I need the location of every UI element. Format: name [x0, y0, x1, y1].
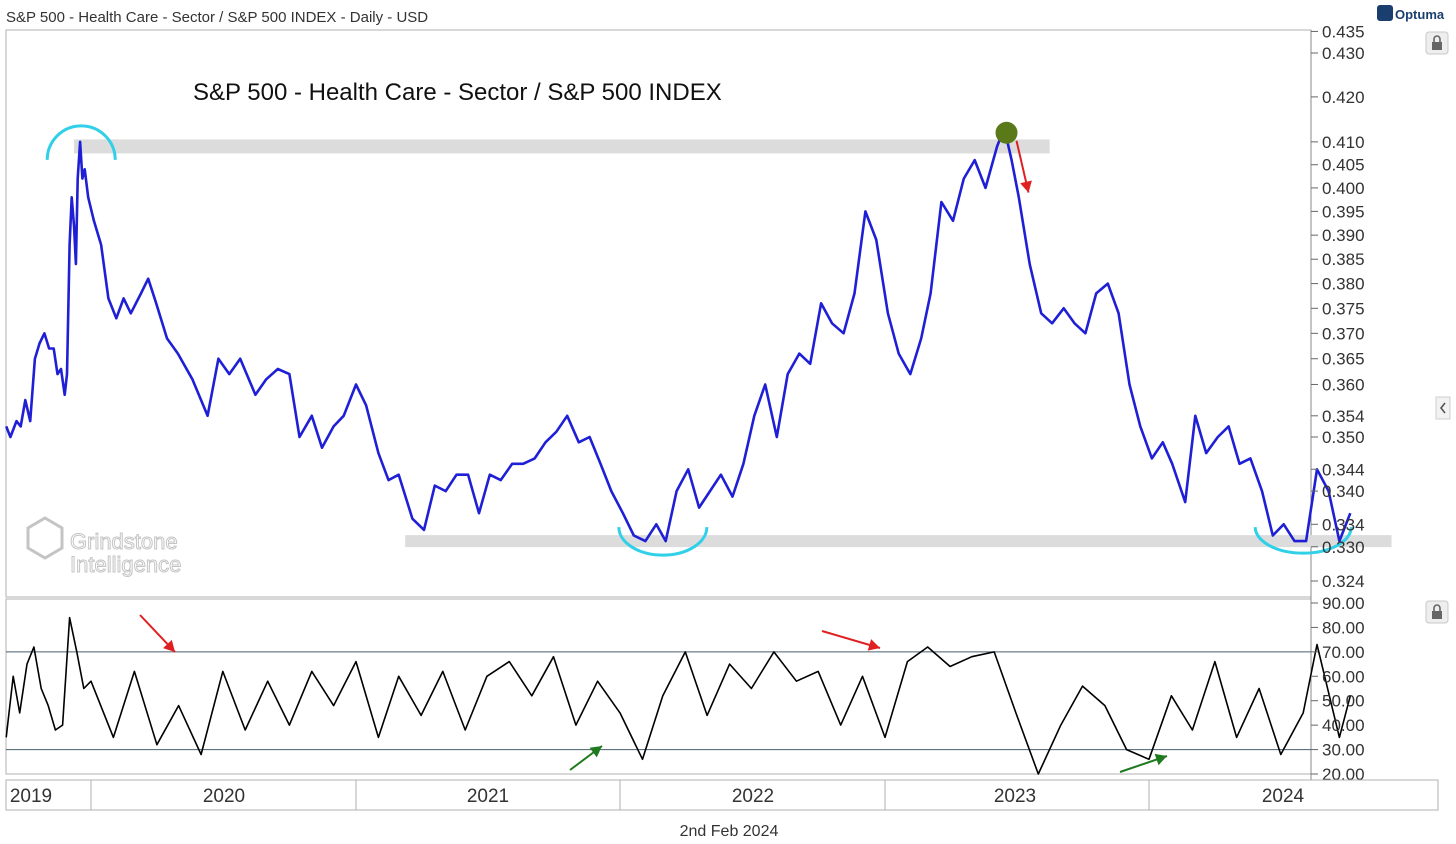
x-tick-label: 2022 — [732, 786, 774, 807]
x-tick-label: 2020 — [203, 786, 245, 807]
down-arrow-icon — [1015, 140, 1032, 193]
x-tick-label: 2021 — [467, 786, 509, 807]
lock-icon[interactable] — [1425, 600, 1449, 624]
y-tick-label: 0.360 — [1322, 375, 1365, 394]
optuma-logo: Optuma — [1377, 5, 1445, 22]
y-tick-label: 0.350 — [1322, 428, 1365, 447]
down-arrow-icon — [139, 614, 176, 653]
up-arrow-icon — [1119, 753, 1168, 773]
support-band — [405, 535, 1392, 548]
y-tick-label: 0.334 — [1322, 515, 1365, 534]
watermark-line1: Grindstone — [70, 529, 178, 554]
price-panel — [4, 121, 1392, 557]
y-tick-label: 60.00 — [1322, 667, 1365, 686]
rsi-panel — [5, 614, 1352, 775]
y-tick-label: 0.430 — [1322, 44, 1365, 63]
down-arrow-icon — [821, 630, 881, 651]
optuma-brand: Optuma — [1395, 7, 1445, 22]
y-tick-label: 0.330 — [1322, 538, 1365, 557]
watermark-line2: Intelligence — [70, 552, 181, 577]
y-tick-label: 0.354 — [1322, 407, 1365, 426]
y-tick-label: 20.00 — [1322, 765, 1365, 784]
y-tick-label: 0.390 — [1322, 226, 1365, 245]
y-axis: 0.435 0.430 0.420 0.410 0.405 0.400 0.395 0.390… — [1311, 22, 1365, 784]
watermark-logo-icon — [26, 516, 64, 560]
x-axis-band — [5, 779, 1439, 811]
y-tick-label: 0.385 — [1322, 250, 1365, 269]
bottom-arc-marker — [617, 527, 709, 557]
lock-icon[interactable] — [1425, 31, 1449, 55]
peak-marker — [995, 121, 1018, 144]
y-tick-label: 0.365 — [1322, 350, 1365, 369]
bottom-arc-marker — [1253, 527, 1353, 555]
y-tick-label: 0.420 — [1322, 88, 1365, 107]
y-tick-label: 0.370 — [1322, 324, 1365, 343]
y-tick-label: 0.410 — [1322, 133, 1365, 152]
y-tick-label: 0.375 — [1322, 299, 1365, 318]
x-axis: 2019 2020 2021 2022 2023 2024 — [5, 779, 1439, 811]
x-tick-label: 2019 — [10, 786, 52, 807]
x-tick-label: 2024 — [1262, 786, 1305, 807]
chart-title: S&P 500 - Health Care - Sector / S&P 500… — [193, 79, 722, 106]
y-tick-label: 90.00 — [1322, 594, 1365, 613]
y-tick-label: 0.380 — [1322, 275, 1365, 294]
collapse-panel-icon[interactable] — [1435, 396, 1451, 420]
y-tick-label: 0.400 — [1322, 179, 1365, 198]
y-tick-label: 0.344 — [1322, 460, 1365, 479]
y-tick-label: 40.00 — [1322, 716, 1365, 735]
rsi-panel-frame — [5, 598, 1312, 775]
y-tick-label: 80.00 — [1322, 618, 1365, 637]
top-arc-marker — [45, 124, 117, 160]
price-series-line — [4, 126, 1352, 543]
y-tick-label: 30.00 — [1322, 741, 1365, 760]
date-label: 2nd Feb 2024 — [680, 823, 779, 840]
y-tick-label: 0.405 — [1322, 156, 1365, 175]
optuma-logo-mark — [1377, 5, 1393, 21]
y-tick-label: 50.00 — [1322, 692, 1365, 711]
up-arrow-icon — [569, 745, 603, 771]
resistance-band — [74, 139, 1050, 154]
chart-header-title: S&P 500 - Health Care - Sector / S&P 500… — [6, 9, 428, 26]
x-tick-label: 2023 — [994, 786, 1036, 807]
y-tick-label: 0.395 — [1322, 202, 1365, 221]
rsi-series-line — [5, 616, 1352, 775]
watermark: Grindstone Intelligence — [26, 516, 182, 578]
y-tick-label: 0.435 — [1322, 22, 1365, 41]
price-panel-frame — [5, 29, 1312, 598]
y-tick-label: 70.00 — [1322, 643, 1365, 662]
y-tick-label: 0.324 — [1322, 572, 1365, 591]
y-tick-label: 0.340 — [1322, 482, 1365, 501]
